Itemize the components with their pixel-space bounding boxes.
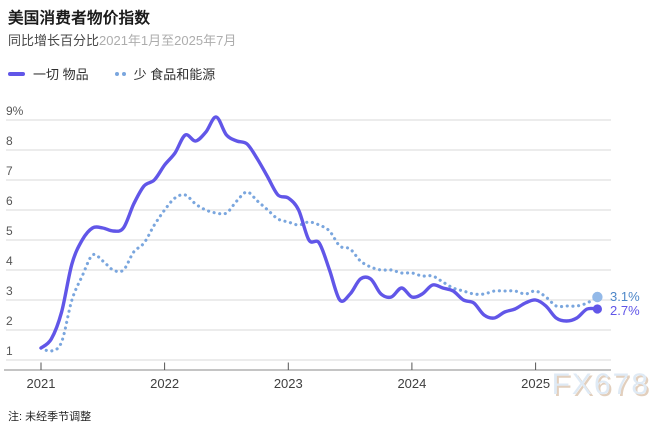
subtitle-label: 同比增长百分比	[8, 33, 100, 48]
svg-text:2025: 2025	[521, 376, 550, 391]
svg-text:5: 5	[6, 224, 13, 238]
svg-text:4: 4	[6, 254, 13, 268]
end-label-all-items: 2.7%	[610, 303, 640, 318]
svg-text:1: 1	[6, 344, 13, 358]
legend-label-all-items: 一切 物品	[33, 67, 89, 82]
svg-text:2024: 2024	[397, 376, 426, 391]
svg-text:8: 8	[6, 134, 13, 148]
legend-label-core: 少 食品和能源	[133, 67, 216, 82]
svg-text:2: 2	[6, 314, 13, 328]
subtitle-date-range: 2021年1月至2025年7月	[99, 33, 237, 48]
dotted-line-swatch	[114, 71, 126, 76]
svg-text:6: 6	[6, 194, 13, 208]
end-label-core: 3.1%	[610, 289, 640, 304]
svg-text:2022: 2022	[150, 376, 179, 391]
y-gridlines: 9% 8 7 6 5 4 3 2 1	[6, 104, 611, 361]
legend: 一切 物品 少 食品和能源	[8, 64, 215, 83]
end-dot-all-items	[592, 304, 603, 314]
svg-text:3: 3	[6, 284, 13, 298]
footnote: 注: 未经季节调整	[8, 411, 92, 423]
svg-text:2021: 2021	[27, 376, 56, 391]
series-line-core	[39, 190, 599, 353]
solid-line-swatch	[8, 71, 25, 76]
svg-text:2023: 2023	[274, 376, 303, 391]
series-line-all-items	[39, 115, 600, 350]
end-dot-core	[592, 291, 603, 303]
svg-text:7: 7	[6, 164, 13, 178]
svg-text:9%: 9%	[6, 104, 24, 118]
x-axis: 2021 2022 2023 2024 2025	[4, 362, 611, 391]
watermark: FX678	[551, 368, 650, 401]
page-title: 美国消费者物价指数	[8, 10, 151, 27]
page-subtitle: 同比增长百分比2021年1月至2025年7月	[8, 30, 236, 49]
legend-item-core: 少 食品和能源	[114, 64, 216, 83]
legend-item-all-items: 一切 物品	[8, 64, 89, 83]
